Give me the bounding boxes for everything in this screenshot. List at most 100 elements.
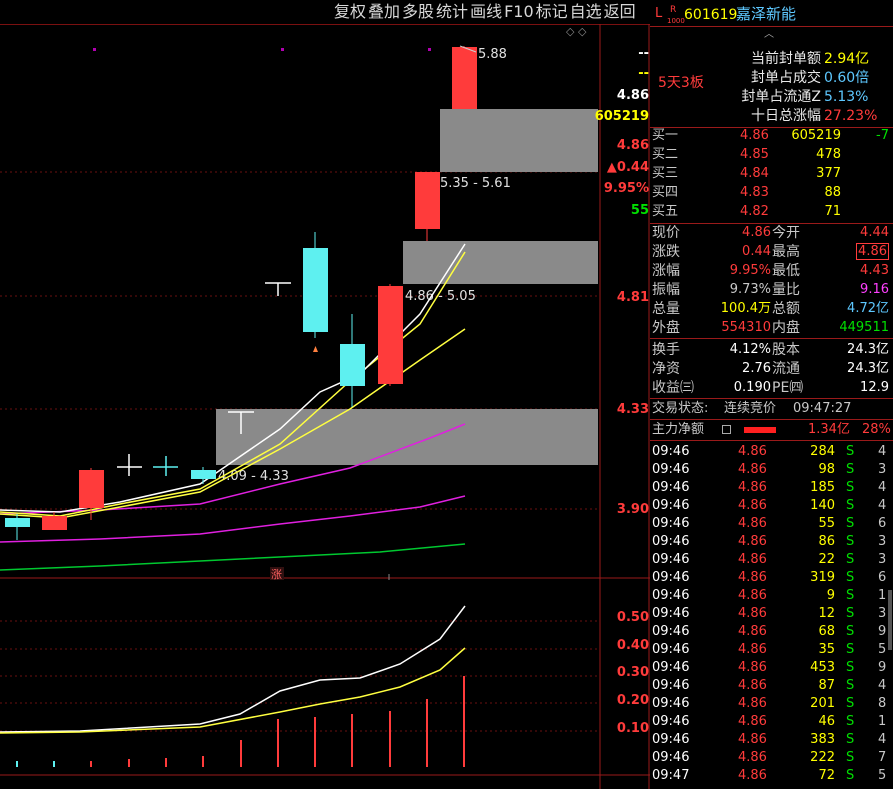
tick-row: 09:46 4.86 9 S 1 [650,587,893,605]
tick-row: 09:46 4.86 87 S 4 [650,677,893,695]
tick-row: 09:46 4.86 185 S 4 [650,479,893,497]
toolbar-item-8[interactable]: 返回 [603,2,636,21]
main-flow-row: 主力净额 1.34亿 28% [650,421,893,439]
tick-side: S [846,606,855,621]
quote-value: 9.95% [729,263,771,278]
tick-time: 09:46 [652,534,690,549]
tick-count: 4 [878,498,887,513]
tick-count: 4 [878,678,887,693]
tick-volume: 46 [818,714,835,729]
toolbar-item-2[interactable]: 多股 [402,2,435,21]
fundamental-row: 换手 4.12% 股本 24.3亿 [650,341,893,359]
bid-label: 买五 [652,204,679,219]
bid-price: 4.82 [740,204,769,219]
quote-value: 4.86 [742,225,771,240]
bid-row[interactable]: 买五 4.82 71 [650,203,893,221]
seal-stat-label: 当前封单额 [751,51,821,67]
tick-price: 4.86 [738,660,767,675]
tick-volume: 284 [810,444,835,459]
fundamental-row: 收益㈢ 0.190 PE㈣ 12.9 [650,379,893,397]
bid-row[interactable]: 买一 4.86 605219 -7 [650,127,893,145]
bid-volume: 71 [824,204,841,219]
bid-row[interactable]: 买三 4.84 377 [650,165,893,183]
tick-count: 3 [878,606,887,621]
tick-time: 09:46 [652,444,690,459]
axis-price: 4.86 [616,138,649,153]
fundamental-label: PE㈣ [772,380,804,396]
tick-time: 09:46 [652,516,690,531]
volume-axis-label: 0.30 [616,665,649,680]
kline-chart[interactable]: ◇ ◇ 5.35 - 5.61 4.86 - 5.05 4.09 - 4.33 [0,24,650,789]
tick-row: 09:46 4.86 46 S 1 [650,713,893,731]
quote-value: 4.43 [860,263,889,278]
tick-time: 09:46 [652,462,690,477]
tick-volume: 453 [810,660,835,675]
chart-settings-icon: ◇ ◇ [566,25,587,38]
volume-axis-label: 0.40 [616,638,649,653]
list-icon[interactable] [722,425,731,434]
bid-label: 买一 [652,128,679,143]
quote-label: 量比 [772,282,800,298]
main-flow-label: 主力净额 [652,422,705,437]
tick-count: 4 [878,732,887,747]
tick-time: 09:46 [652,588,690,603]
quote-value: 100.4万 [720,301,771,316]
seal-stat-row: 当前封单额 2.94亿 [730,50,893,69]
seal-stat-value: 2.94亿 [824,51,870,67]
toolbar-item-7[interactable]: 自选 [569,2,602,21]
tick-count: 6 [878,570,887,585]
tick-count: 4 [878,444,887,459]
fundamental-row: 净资 2.76 流通 24.3亿 [650,360,893,378]
bid-row[interactable]: 买四 4.83 88 [650,184,893,202]
tick-row: 09:47 4.86 72 S 5 [650,767,893,785]
bid-volume: 377 [816,166,841,181]
tick-price: 4.86 [738,498,767,513]
tick-time: 09:46 [652,570,690,585]
tick-scrollbar[interactable] [888,590,892,650]
zone-label: 4.86 - 5.05 [405,289,476,304]
tick-list[interactable]: 09:46 4.86 284 S 4 09:46 4.86 98 S 3 09:46 4.86 185 S… [650,443,893,789]
toolbar-item-6[interactable]: 标记 [535,2,568,21]
stock-name[interactable]: 嘉泽新能 [736,5,797,23]
axis-num: 55 [630,203,649,218]
tick-count: 3 [878,462,887,477]
tick-row: 09:46 4.86 86 S 3 [650,533,893,551]
limit-up-marker: 涨 [271,568,282,581]
quote-row: 总量 100.4万 总额 4.72亿 [650,300,893,318]
toolbar-item-0[interactable]: 复权 [334,2,367,21]
trade-status-time: 09:47:27 [793,401,852,416]
tick-price: 4.86 [738,570,767,585]
toolbar-item-4[interactable]: 画线 [470,2,503,21]
tick-count: 9 [878,660,887,675]
fundamental-label: 股本 [772,342,800,358]
tick-price: 4.86 [738,768,767,783]
high-price-label: 5.88 [478,47,507,62]
main-flow-value: 1.34亿 [808,422,850,437]
tick-time: 09:46 [652,606,690,621]
quote-value: 0.44 [742,244,771,259]
tick-volume: 55 [818,516,835,531]
seal-stat-value: 27.23% [824,108,878,124]
tick-count: 1 [878,588,887,603]
tick-time: 09:46 [652,660,690,675]
axis-last-price: 4.86 [616,88,649,103]
collapse-icon[interactable]: ︿ [764,29,774,40]
quote-label: 最低 [772,263,800,279]
quote-value: 9.73% [729,282,771,297]
axis-change: ▲0.44 [606,160,649,175]
tick-side: S [846,660,855,675]
toolbar-item-5[interactable]: F10 [504,2,534,21]
toolbar-divider [0,24,650,25]
toolbar-item-3[interactable]: 统计 [436,2,469,21]
volume-axis-label: 0.50 [616,610,649,625]
tick-side: S [846,714,855,729]
tick-count: 3 [878,534,887,549]
tick-price: 4.86 [738,516,767,531]
quote-value: 4.44 [860,225,889,240]
toolbar-item-1[interactable]: 叠加 [368,2,401,21]
tick-side: S [846,624,855,639]
quote-label: 最高 [772,244,800,260]
quote-label: 内盘 [772,320,800,336]
bid-price: 4.85 [740,147,769,162]
bid-row[interactable]: 买二 4.85 478 [650,146,893,164]
